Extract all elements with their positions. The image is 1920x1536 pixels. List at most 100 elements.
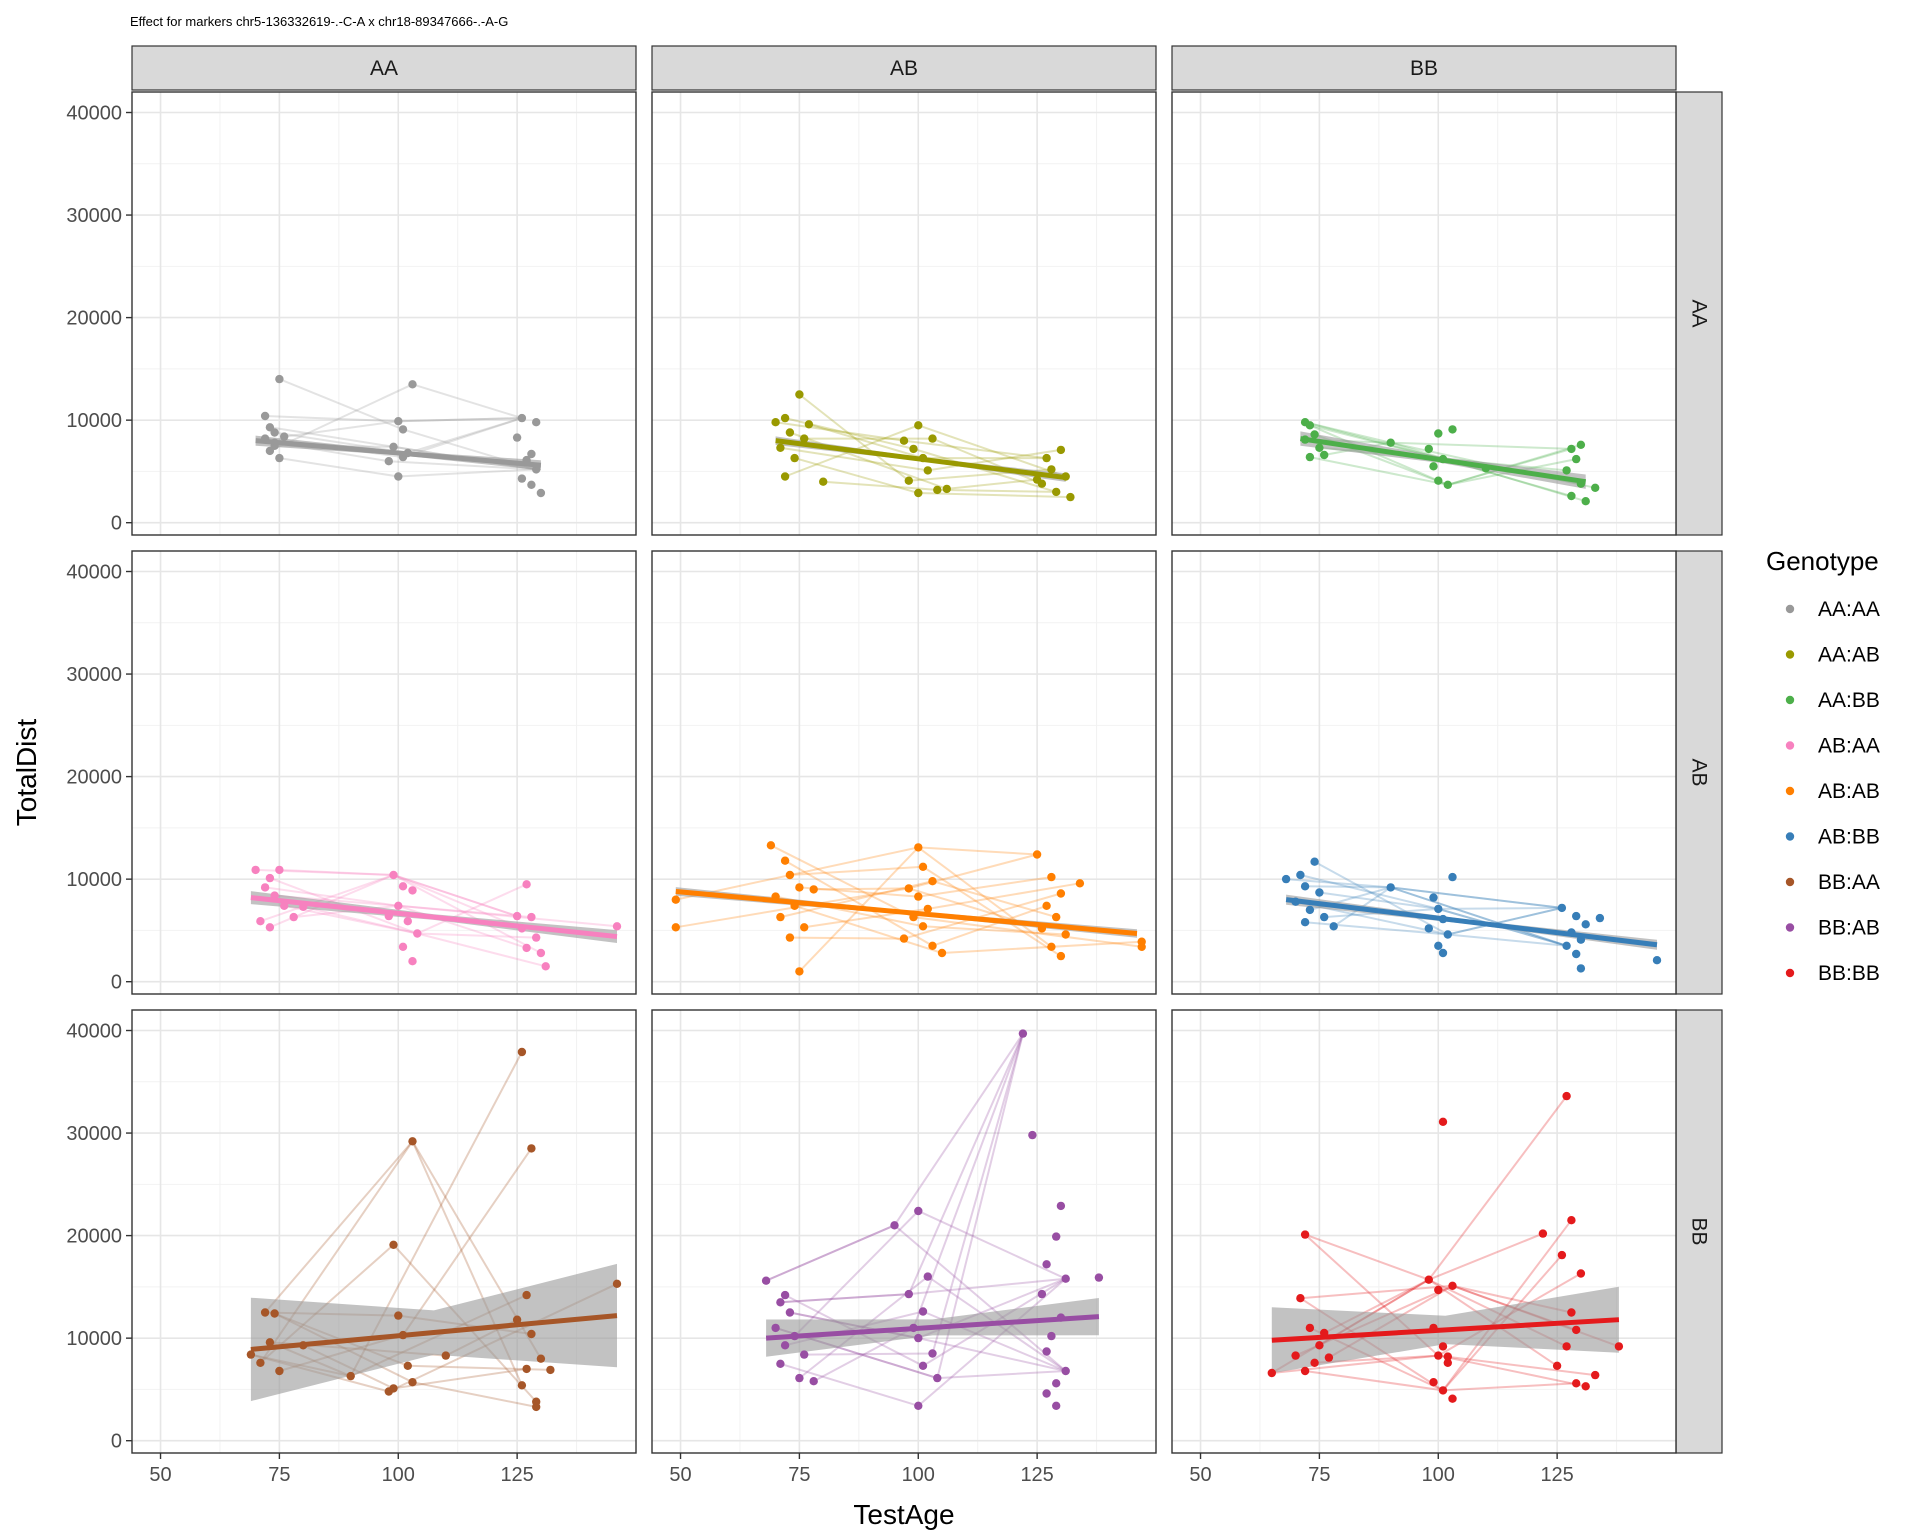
data-point [1315, 1341, 1324, 1350]
legend-key [1785, 968, 1795, 978]
data-point [1552, 1361, 1562, 1371]
data-point [1443, 1358, 1453, 1368]
column-strip-label: BB [1410, 57, 1438, 80]
panel-border [1171, 91, 1677, 536]
data-point [1581, 1382, 1590, 1391]
data-point [389, 442, 398, 451]
data-point [1310, 857, 1319, 866]
data-point [1538, 1229, 1548, 1238]
data-point [918, 1307, 928, 1316]
panel-background [1172, 1010, 1676, 1453]
data-point [398, 882, 408, 891]
data-point [795, 390, 804, 399]
data-point [1581, 920, 1590, 929]
data-point [1652, 956, 1662, 965]
data-point [1557, 903, 1567, 913]
data-point [909, 444, 918, 454]
data-point [612, 1279, 622, 1289]
data-point [1052, 487, 1061, 497]
legend-key [1785, 923, 1795, 932]
data-point [1448, 1281, 1457, 1291]
data-point [928, 1349, 937, 1358]
y-tick-label: 0 [111, 972, 122, 994]
data-point [1052, 1401, 1061, 1411]
data-point [785, 1308, 795, 1317]
panel-background [652, 92, 1156, 535]
data-point [795, 967, 804, 976]
data-point [800, 923, 809, 932]
data-point [275, 453, 284, 463]
data-point [527, 1144, 536, 1153]
data-point [1061, 1274, 1070, 1283]
data-point [1429, 1378, 1438, 1387]
data-point [771, 1323, 780, 1333]
data-point [260, 883, 270, 892]
data-point [923, 1272, 932, 1281]
data-point [1061, 1366, 1070, 1376]
data-point [1562, 1091, 1571, 1101]
data-point [780, 1290, 790, 1300]
data-point [1094, 1273, 1104, 1282]
data-point [532, 1402, 541, 1412]
data-point [914, 1206, 923, 1216]
data-point [1386, 438, 1395, 447]
fit-line [250, 895, 618, 940]
data-point [914, 843, 923, 852]
data-point [1310, 1358, 1319, 1368]
data-point [1572, 911, 1581, 921]
data-point [275, 865, 284, 875]
data-point [1042, 453, 1051, 463]
data-point [398, 425, 408, 434]
data-point [1567, 1308, 1576, 1317]
data-point [928, 941, 937, 950]
panel-border [651, 91, 1157, 536]
data-point [1572, 949, 1581, 959]
data-point [1429, 462, 1438, 471]
data-point [1028, 1130, 1037, 1140]
data-point [1448, 1394, 1457, 1403]
data-point [1424, 444, 1434, 454]
y-tick-label: 40000 [66, 1021, 122, 1043]
data-point [1576, 964, 1586, 973]
data-point [527, 1329, 536, 1339]
x-tick-label: 50 [1189, 1464, 1211, 1486]
x-tick-label: 100 [1422, 1464, 1455, 1486]
panel-border [131, 1009, 637, 1454]
data-point [612, 922, 622, 931]
data-point [914, 892, 923, 901]
row-strip-label: AB [1688, 758, 1711, 786]
data-point [1047, 1331, 1056, 1341]
data-point [517, 1047, 527, 1057]
data-point [1562, 941, 1571, 950]
data-point [914, 1333, 923, 1343]
y-tick-label: 30000 [66, 205, 122, 227]
data-point [1305, 421, 1315, 430]
data-point [1429, 893, 1438, 902]
data-point [532, 933, 541, 942]
data-point [1448, 872, 1457, 882]
y-tick-label: 20000 [66, 1226, 122, 1248]
data-point [1434, 904, 1443, 914]
data-point [785, 428, 795, 437]
legend-label: BB:BB [1818, 962, 1880, 985]
data-point [1281, 874, 1291, 884]
data-point [1042, 1347, 1051, 1356]
data-point [1438, 1342, 1448, 1351]
data-point [1042, 1389, 1051, 1398]
row-strip-ab [1675, 550, 1723, 995]
data-point [1614, 1342, 1624, 1351]
data-point [1305, 905, 1315, 915]
data-point [1448, 425, 1457, 434]
row-strip-aa [1675, 91, 1723, 536]
data-point [1324, 1353, 1334, 1362]
fit-line [255, 438, 542, 468]
data-point [890, 1221, 899, 1230]
data-point [1137, 937, 1146, 946]
fit-line [775, 438, 1066, 481]
data-point [270, 428, 279, 437]
series-ab-aa [250, 865, 622, 971]
data-point [785, 933, 795, 942]
data-point [1296, 1294, 1305, 1303]
y-tick-label: 10000 [66, 410, 122, 432]
